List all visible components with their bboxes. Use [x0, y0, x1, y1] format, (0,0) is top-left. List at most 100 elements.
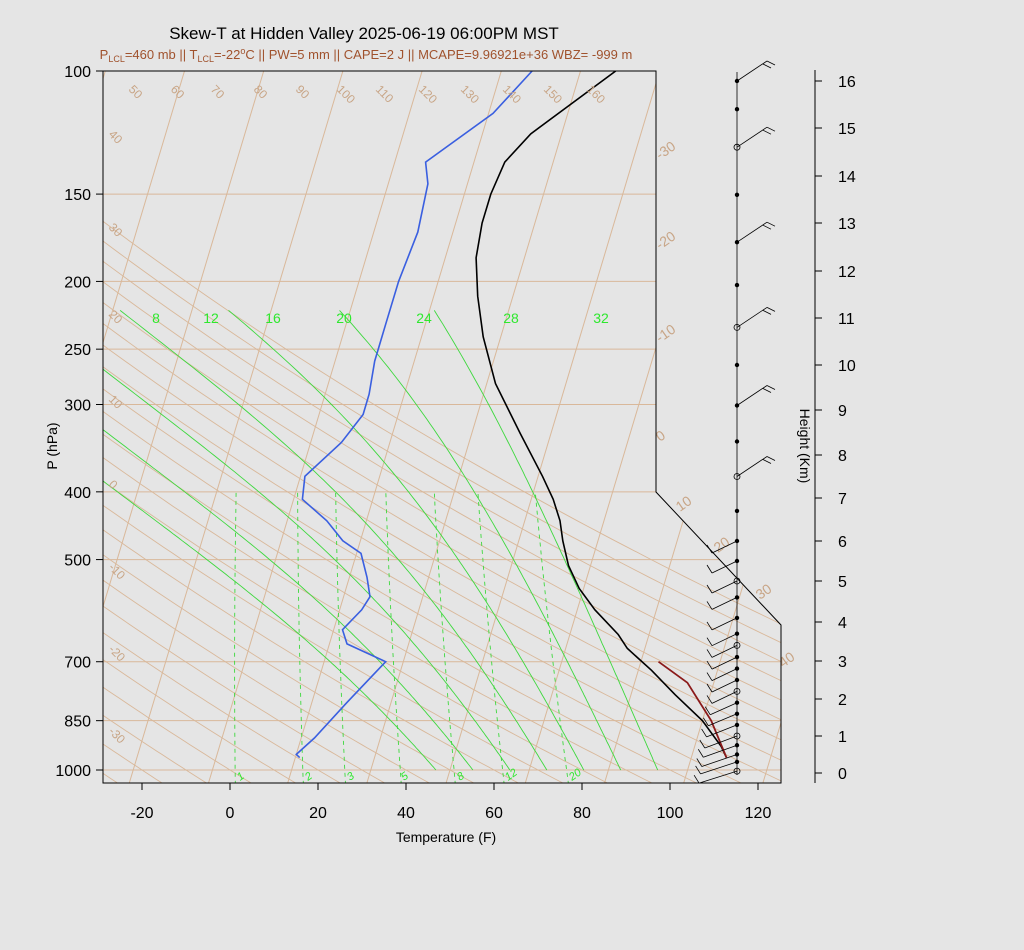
y-axis-label: P (hPa)	[44, 422, 60, 469]
subtitle-t-value: =-22	[214, 47, 240, 62]
dry-adiabat-label: 160	[584, 82, 608, 106]
moist-adiabat-label: 16	[265, 310, 281, 326]
mixing-ratio-line	[335, 491, 346, 783]
mixing-ratio-label: 12	[503, 767, 520, 784]
height-tick-label: 13	[838, 216, 856, 233]
isotherm-line	[103, 71, 111, 783]
height-tick-label: 4	[838, 615, 847, 632]
dry-adiabat-line	[103, 71, 255, 783]
plot-frame	[102, 70, 782, 784]
mixing-ratio-label: 1	[235, 770, 247, 783]
x-tick-label: -20	[130, 805, 153, 822]
dry-adiabat-line	[103, 71, 781, 783]
wind-barb-flag	[704, 706, 711, 715]
x-axis-label: Temperature (F)	[396, 829, 496, 845]
wind-barb-staff	[736, 126, 768, 148]
subtitle-deg: o	[240, 46, 245, 56]
x-tick-label: 40	[397, 805, 415, 822]
wind-barb-staff	[710, 702, 738, 716]
temperature-profile-line	[475, 71, 728, 758]
isotherm-line	[128, 71, 349, 783]
dewpoint-profile-line	[295, 71, 533, 759]
wind-barbs	[693, 60, 776, 784]
wind-barb-flag	[766, 126, 776, 132]
wind-barb-flag	[766, 456, 776, 461]
dry-adiabat-label: 120	[416, 82, 440, 106]
dry-adiabat-line	[0, 71, 76, 785]
wind-barb-flag	[703, 717, 709, 727]
wind-barb-staff	[711, 691, 738, 704]
dry-adiabat-label: 80	[251, 82, 271, 102]
wind-barb-staff	[711, 597, 738, 610]
x-tick-label: 100	[657, 805, 684, 822]
mixing-ratio-line	[385, 491, 402, 783]
height-tick-label: 12	[838, 264, 856, 281]
wind-barb-flag	[762, 63, 772, 69]
x-tick-label: 80	[573, 805, 591, 822]
moist-adiabat-line	[103, 310, 474, 771]
dry-adiabat-line	[103, 71, 781, 783]
subtitle-t-sub: LCL	[197, 54, 214, 64]
mixing-ratio-line	[433, 491, 456, 783]
dry-adiabat-label: 30	[106, 220, 126, 240]
moist-adiabat-line	[103, 310, 511, 771]
wind-station-dot	[733, 688, 741, 695]
subtitle-p-value: =460 mb || T	[125, 47, 198, 62]
moist-adiabat-label: 20	[336, 310, 352, 326]
isotherm-label: 0	[653, 427, 669, 445]
x-axis: -20 0 20 40 60 80 100 120	[130, 783, 771, 822]
wind-station-dot	[733, 323, 741, 331]
wind-barb-flag	[697, 749, 704, 758]
dry-adiabat-line	[103, 71, 478, 783]
wind-barb-staff	[711, 668, 738, 681]
dry-adiabat-label: 130	[458, 82, 482, 106]
y-axis: 100 150 200 250 300 400 500 700 850 1000	[55, 64, 103, 780]
dry-adiabat-label: 150	[541, 82, 565, 106]
wind-barb-staff	[711, 580, 738, 594]
parcel-profile-line	[657, 660, 728, 758]
height-tick-label: 9	[838, 403, 847, 420]
height-tick-label: 11	[838, 311, 855, 328]
wind-barb-flag	[766, 60, 776, 66]
wind-station-dot	[734, 362, 740, 368]
y-tick-label: 200	[64, 274, 91, 291]
mixing-ratio-line	[234, 491, 237, 783]
wind-barb-flag	[766, 385, 776, 390]
x-tick-label: 0	[226, 805, 235, 822]
wind-barb-staff	[711, 560, 738, 574]
dry-adiabat-line	[103, 71, 656, 783]
height-tick-label: 8	[838, 448, 847, 465]
dry-adiabat-label: 70	[208, 82, 228, 102]
dry-adiabat-line	[103, 71, 781, 783]
dry-adiabat-line	[103, 71, 781, 783]
dry-adiabat-line	[103, 71, 781, 783]
moist-adiabat-label: 12	[203, 310, 219, 326]
mixing-ratio-line	[534, 491, 570, 783]
dry-adiabat-label: 10	[106, 392, 126, 412]
dry-adiabat-line	[103, 71, 344, 783]
wind-barb-flag	[699, 739, 706, 749]
moist-adiabat-label: 28	[503, 310, 519, 326]
dry-adiabat-line	[103, 71, 433, 783]
wind-barb-flag	[766, 221, 776, 227]
moist-adiabat-label: 32	[593, 310, 609, 326]
isotherm-line	[207, 71, 428, 783]
wind-station-dot	[733, 577, 741, 585]
y-tick-label: 850	[64, 714, 91, 731]
subtitle-p-sub: LCL	[108, 54, 125, 64]
wind-barb-flag	[762, 459, 772, 464]
wind-barb-flag	[706, 660, 713, 670]
dry-adiabat-label: -10	[106, 560, 128, 582]
wind-barb-staff	[700, 761, 738, 775]
isotherm-line	[286, 71, 507, 783]
chart-subtitle: PLCL=460 mb || TLCL=-22oC || PW=5 mm || …	[100, 46, 633, 64]
dry-adiabat-label: 110	[373, 82, 397, 106]
wind-barb-staff	[711, 617, 738, 631]
mixing-ratio-line	[297, 491, 304, 783]
height-tick-label: 15	[838, 121, 856, 138]
wind-barb-flag	[701, 728, 707, 738]
height-tick-label: 6	[838, 534, 847, 551]
height-tick-label: 5	[838, 574, 847, 591]
